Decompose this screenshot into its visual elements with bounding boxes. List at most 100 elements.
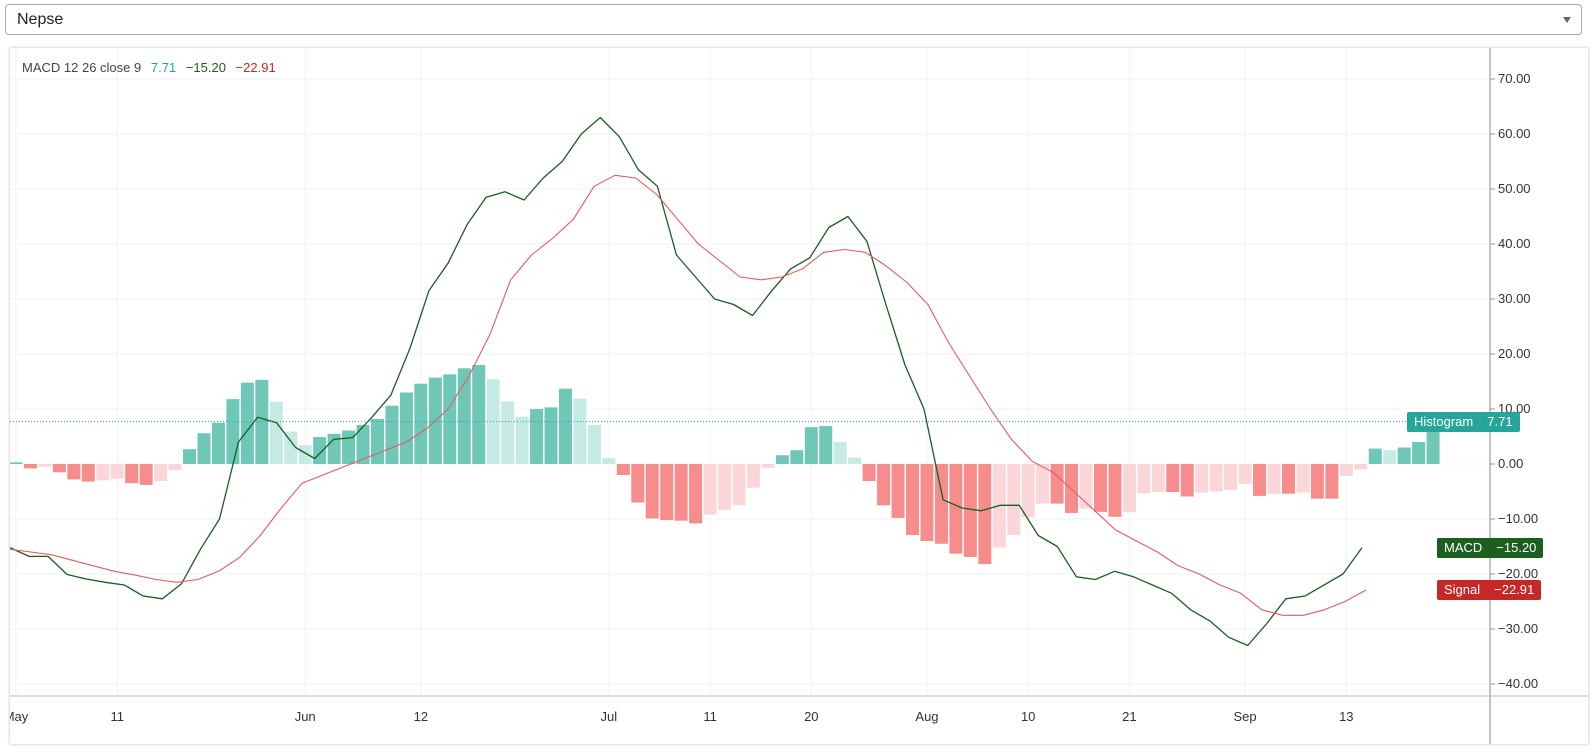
- histogram-bar: [1065, 464, 1079, 513]
- histogram-bar: [342, 430, 356, 464]
- macd-chart[interactable]: 70.0060.0050.0040.0030.0020.0010.000.00−…: [10, 48, 1588, 744]
- histogram-bar: [1238, 464, 1252, 484]
- histogram-badge: Histogram 7.71: [1407, 411, 1520, 432]
- histogram-bar: [1412, 442, 1426, 464]
- histogram-bar: [761, 464, 775, 468]
- histogram-bar: [110, 464, 124, 479]
- signal-badge: Signal −22.91: [1437, 580, 1542, 600]
- macd-badge-value: −15.20: [1496, 539, 1537, 555]
- histogram-bar: [660, 464, 674, 521]
- histogram-bar: [515, 416, 529, 464]
- histogram-bar: [558, 388, 572, 464]
- histogram-bar: [746, 464, 760, 488]
- histogram-bar: [371, 418, 384, 464]
- histogram-bar: [1122, 464, 1136, 512]
- y-tick-label: −30.00: [1498, 621, 1538, 636]
- chart-legend: MACD 12 26 close 9 7.71 −15.20 −22.91: [22, 60, 282, 75]
- histogram-bar: [457, 368, 471, 464]
- symbol-select[interactable]: Nepse: [5, 4, 1582, 35]
- histogram-bar: [848, 457, 862, 464]
- histogram-bar: [602, 457, 616, 464]
- histogram-bar: [385, 405, 399, 464]
- histogram-bar: [96, 464, 110, 481]
- histogram-bar: [1007, 464, 1021, 535]
- histogram-bar: [443, 374, 457, 464]
- histogram-bar: [1426, 421, 1440, 464]
- histogram-bar: [23, 464, 37, 469]
- histogram-bar: [1397, 447, 1411, 464]
- histogram-bar: [920, 464, 934, 541]
- histogram-bar: [1310, 464, 1324, 499]
- histogram-bar: [530, 409, 544, 464]
- histogram-bar: [183, 449, 197, 464]
- macd-badge: MACD −15.20: [1437, 537, 1544, 558]
- histogram-bar: [877, 464, 891, 506]
- histogram-bar: [790, 450, 804, 464]
- histogram-bar: [154, 464, 168, 482]
- histogram-bar: [718, 464, 732, 510]
- histogram-bar: [1050, 464, 1064, 504]
- x-tick-label: Jul: [601, 709, 618, 724]
- histogram-bar: [819, 426, 833, 464]
- histogram-bar: [168, 464, 182, 471]
- histogram-bar: [226, 399, 240, 464]
- histogram-bar: [689, 464, 703, 524]
- histogram-bar: [862, 464, 876, 482]
- y-tick-label: 70.00: [1498, 71, 1531, 86]
- x-tick-label: 21: [1122, 709, 1136, 724]
- histogram-bar: [356, 424, 370, 464]
- histogram-bar: [1137, 464, 1151, 494]
- y-tick-label: 60.00: [1498, 126, 1531, 141]
- legend-hist-value: 7.71: [150, 60, 177, 75]
- histogram-badge-value: 7.71: [1487, 413, 1513, 429]
- histogram-bar: [1036, 464, 1050, 504]
- y-tick-label: −10.00: [1498, 511, 1538, 526]
- histogram-bar: [891, 464, 905, 518]
- histogram-bar: [81, 464, 95, 482]
- histogram-bar: [934, 464, 948, 544]
- histogram-bar: [587, 424, 601, 464]
- histogram-bar: [544, 407, 558, 464]
- histogram-bar: [1339, 464, 1353, 477]
- x-tick-label: Sep: [1234, 709, 1257, 724]
- chevron-down-icon[interactable]: [1563, 17, 1571, 23]
- x-tick-label: 11: [110, 709, 124, 724]
- histogram-bar: [1209, 464, 1223, 492]
- histogram-bar: [10, 462, 23, 464]
- histogram-bar: [1151, 464, 1165, 493]
- histogram-bar: [573, 398, 587, 464]
- y-tick-label: 40.00: [1498, 236, 1531, 251]
- y-tick-label: 50.00: [1498, 181, 1531, 196]
- histogram-bar: [298, 445, 312, 464]
- histogram-bar: [1253, 464, 1267, 496]
- histogram-bar: [1354, 464, 1368, 470]
- histogram-bar: [1281, 464, 1295, 494]
- histogram-bar: [616, 464, 630, 475]
- histogram-bar: [833, 442, 847, 464]
- histogram-bar: [804, 427, 818, 464]
- histogram-bar: [269, 401, 283, 464]
- histogram-bar: [1368, 448, 1382, 464]
- x-tick-label: May: [10, 709, 29, 724]
- histogram-bar: [1180, 464, 1194, 497]
- macd-chart-panel[interactable]: 70.00 60.00 50.00 40.00 30.00 20.00 10.00 0.00−…: [10, 48, 1588, 744]
- histogram-bar: [1094, 464, 1107, 512]
- histogram-bar: [978, 464, 992, 565]
- x-tick-label: 10: [1021, 709, 1035, 724]
- signal-line: [10, 174, 1367, 616]
- histogram-bar: [631, 464, 645, 503]
- histogram-bar: [38, 464, 52, 467]
- y-tick-label: 20.00: [1498, 346, 1531, 361]
- x-tick-label: 11: [703, 709, 717, 724]
- histogram-bar: [255, 379, 269, 464]
- symbol-select-value: Nepse: [17, 11, 64, 28]
- legend-signal-value: −22.91: [235, 60, 276, 75]
- histogram-bar: [1224, 464, 1238, 490]
- histogram-bar: [732, 464, 746, 506]
- legend-macd-value: −15.20: [185, 60, 226, 75]
- x-tick-label: 12: [414, 709, 428, 724]
- histogram-bar: [52, 464, 66, 473]
- histogram-bar: [1108, 464, 1122, 517]
- histogram-bar: [240, 382, 254, 464]
- signal-badge-label: Signal: [1444, 582, 1481, 597]
